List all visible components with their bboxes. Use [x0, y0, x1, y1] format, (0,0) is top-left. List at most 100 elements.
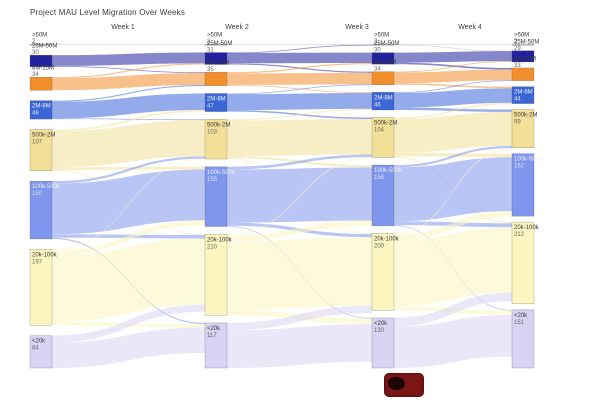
sankey-node[interactable]	[371, 317, 395, 369]
sankey-node[interactable]	[29, 54, 53, 67]
sankey-link[interactable]	[227, 63, 372, 74]
sankey-link[interactable]	[52, 158, 205, 251]
sankey-link[interactable]	[394, 211, 512, 241]
sankey-link[interactable]	[394, 102, 512, 120]
sankey-link[interactable]	[394, 314, 512, 368]
sankey-node[interactable]	[29, 129, 53, 171]
node-label: 2M-8M	[374, 95, 393, 101]
sankey-link[interactable]	[52, 120, 205, 168]
node-label: 8M-25M	[32, 66, 54, 72]
column-header-week-4: Week 4	[458, 24, 482, 31]
sankey-node[interactable]	[29, 180, 53, 240]
sankey-node[interactable]	[511, 109, 535, 148]
sankey-node[interactable]	[29, 76, 53, 91]
sankey-node[interactable]	[511, 153, 535, 217]
node-label: 500k-2M	[207, 122, 230, 128]
sankey-link[interactable]	[394, 111, 512, 153]
sankey-link[interactable]	[227, 44, 372, 54]
sankey-node[interactable]	[511, 309, 535, 369]
sankey-link[interactable]	[227, 108, 372, 121]
sankey-link[interactable]	[52, 238, 205, 322]
sankey-link[interactable]	[394, 152, 512, 158]
sankey-link[interactable]	[394, 83, 512, 89]
sankey-node[interactable]	[29, 335, 53, 369]
sankey-link[interactable]	[52, 84, 205, 102]
sankey-link[interactable]	[52, 327, 205, 368]
sankey-node[interactable]	[371, 164, 395, 227]
node-value: 33	[514, 63, 521, 69]
sankey-link[interactable]	[394, 227, 512, 307]
sankey-node[interactable]	[511, 86, 535, 104]
sankey-link[interactable]	[52, 304, 205, 343]
sankey-link[interactable]	[227, 44, 372, 45]
sankey-link[interactable]	[227, 72, 372, 85]
sankey-link[interactable]	[394, 62, 512, 70]
sankey-node[interactable]	[371, 43, 395, 46]
sankey-link[interactable]	[227, 93, 372, 111]
sankey-link[interactable]	[394, 61, 512, 73]
sankey-node[interactable]	[371, 233, 395, 311]
sankey-node[interactable]	[204, 52, 228, 65]
sankey-link[interactable]	[52, 110, 205, 132]
sankey-node[interactable]	[204, 234, 228, 316]
sankey-link[interactable]	[227, 157, 372, 236]
sankey-link[interactable]	[52, 169, 205, 235]
sankey-link[interactable]	[394, 145, 512, 168]
sankey-link[interactable]	[52, 52, 205, 66]
sankey-link[interactable]	[227, 167, 372, 223]
sankey-link[interactable]	[227, 84, 372, 95]
sankey-node[interactable]	[29, 43, 53, 46]
sankey-node[interactable]	[511, 221, 535, 305]
sankey-link[interactable]	[394, 44, 512, 45]
node-label: 20k-100k	[514, 225, 540, 231]
sankey-link[interactable]	[52, 44, 205, 45]
sankey-node[interactable]	[29, 249, 53, 326]
sankey-node[interactable]	[204, 322, 228, 369]
sankey-link[interactable]	[394, 80, 512, 94]
sankey-link[interactable]	[394, 69, 512, 84]
sankey-link[interactable]	[52, 65, 205, 74]
sankey-link[interactable]	[227, 119, 372, 156]
sankey-link[interactable]	[394, 51, 512, 63]
sankey-link[interactable]	[394, 107, 512, 112]
sankey-node[interactable]	[204, 119, 228, 160]
sankey-node[interactable]	[204, 93, 228, 112]
node-value: 34	[374, 67, 381, 73]
sankey-node[interactable]	[371, 92, 395, 111]
node-value: 99	[514, 120, 521, 126]
sankey-link[interactable]	[52, 118, 205, 121]
sankey-link[interactable]	[394, 292, 512, 327]
sankey-link[interactable]	[52, 156, 205, 184]
sankey-link[interactable]	[227, 220, 372, 242]
sankey-node[interactable]	[511, 43, 535, 46]
sankey-node[interactable]	[204, 166, 228, 227]
sankey-node[interactable]	[29, 100, 53, 120]
sankey-link[interactable]	[227, 305, 372, 331]
sankey-node[interactable]	[511, 50, 535, 63]
node-value: 210	[207, 244, 218, 250]
sankey-node[interactable]	[371, 71, 395, 85]
node-value: 29	[514, 46, 521, 52]
node-label: 100k-500k	[207, 170, 236, 176]
node-label: 2M-8M	[514, 90, 533, 96]
node-label: 8M-25M	[207, 61, 229, 67]
sankey-link[interactable]	[394, 148, 512, 235]
sankey-link[interactable]	[394, 157, 512, 222]
sankey-link[interactable]	[227, 154, 372, 170]
sankey-link[interactable]	[52, 93, 205, 119]
sankey-node[interactable]	[204, 43, 228, 46]
sankey-link[interactable]	[227, 52, 372, 64]
sankey-link[interactable]	[52, 220, 205, 256]
sankey-link[interactable]	[394, 44, 512, 52]
sankey-link[interactable]	[394, 88, 512, 108]
sankey-node[interactable]	[511, 67, 535, 81]
sankey-node[interactable]	[371, 52, 395, 65]
sankey-link[interactable]	[52, 73, 205, 91]
sankey-node[interactable]	[371, 117, 395, 158]
sankey-link[interactable]	[227, 237, 372, 310]
sankey-link[interactable]	[227, 324, 372, 368]
node-label: 25M-50M	[32, 44, 57, 50]
sankey-node[interactable]	[204, 72, 228, 86]
sankey-link[interactable]	[52, 63, 205, 79]
